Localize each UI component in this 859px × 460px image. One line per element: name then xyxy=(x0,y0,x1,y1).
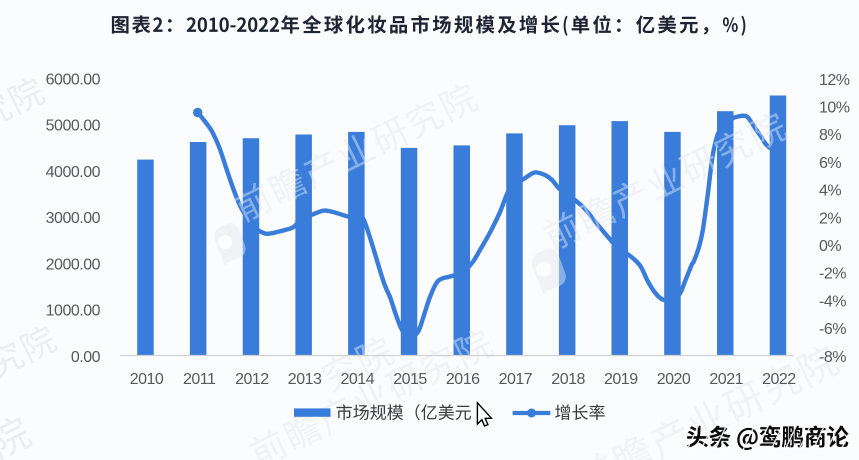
svg-text:2017: 2017 xyxy=(499,371,533,388)
svg-text:10%: 10% xyxy=(819,100,850,117)
svg-text:8%: 8% xyxy=(819,127,841,144)
svg-text:2014: 2014 xyxy=(341,371,375,388)
svg-text:2015: 2015 xyxy=(393,371,427,388)
svg-text:5000.00: 5000.00 xyxy=(46,118,101,135)
svg-text:2010: 2010 xyxy=(130,371,164,388)
svg-text:2021: 2021 xyxy=(709,371,743,388)
svg-text:2019: 2019 xyxy=(604,371,638,388)
svg-text:-4%: -4% xyxy=(819,293,846,310)
svg-text:12%: 12% xyxy=(819,72,850,89)
svg-text:2020: 2020 xyxy=(657,371,691,388)
svg-text:2013: 2013 xyxy=(288,371,322,388)
svg-text:2016: 2016 xyxy=(446,371,480,388)
svg-text:-6%: -6% xyxy=(819,321,846,338)
svg-text:3000.00: 3000.00 xyxy=(46,210,101,227)
svg-text:1000.00: 1000.00 xyxy=(46,303,101,320)
svg-text:2022: 2022 xyxy=(762,371,796,388)
svg-text:2018: 2018 xyxy=(551,371,585,388)
svg-text:4000.00: 4000.00 xyxy=(46,164,101,181)
svg-text:6%: 6% xyxy=(819,155,841,172)
svg-text:2012: 2012 xyxy=(235,371,269,388)
svg-text:2%: 2% xyxy=(819,210,841,227)
svg-text:0%: 0% xyxy=(819,238,841,255)
svg-text:-8%: -8% xyxy=(819,349,846,366)
svg-text:4%: 4% xyxy=(819,183,841,200)
svg-text:2011: 2011 xyxy=(183,371,216,388)
svg-text:0.00: 0.00 xyxy=(71,349,101,366)
svg-text:6000.00: 6000.00 xyxy=(46,71,101,88)
svg-text:-2%: -2% xyxy=(819,266,846,283)
svg-text:2000.00: 2000.00 xyxy=(46,256,101,273)
